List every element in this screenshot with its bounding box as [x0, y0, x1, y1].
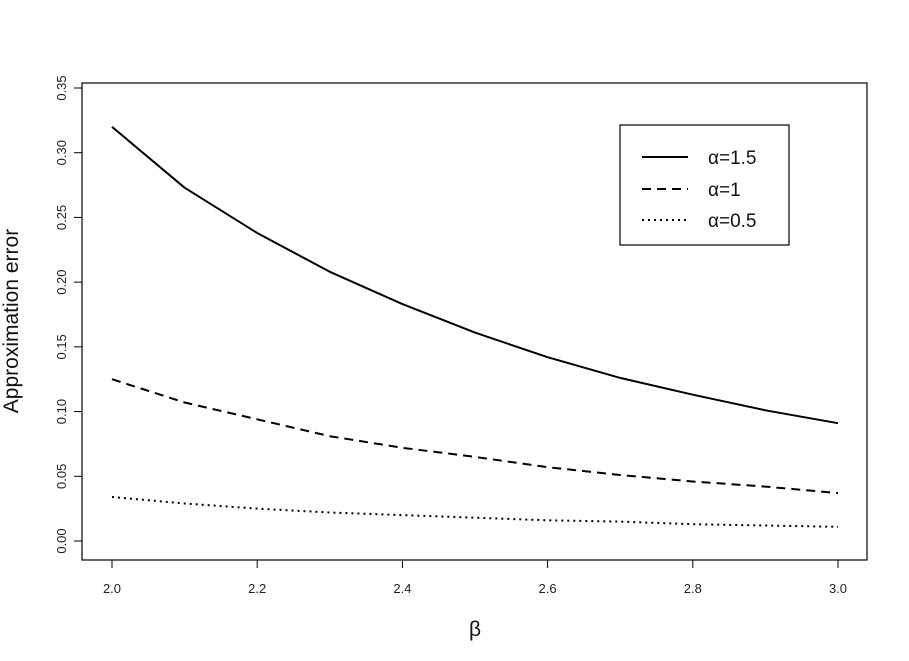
x-tick-label: 2.8 — [684, 581, 702, 596]
y-tick-label: 0.20 — [54, 269, 69, 294]
legend-box — [619, 124, 790, 246]
y-tick-label: 0.35 — [54, 75, 69, 100]
legend-label-alpha-1-5: α=1.5 — [708, 148, 757, 169]
y-axis: 0.00 0.05 0.10 0.15 0.20 0.25 0.30 0.35 — [54, 75, 83, 554]
y-axis-title: Approximation error — [0, 229, 23, 413]
y-tick-label: 0.05 — [54, 464, 69, 489]
y-tick-label: 0.15 — [54, 334, 69, 359]
x-tick-label: 3.0 — [829, 581, 847, 596]
legend-label-alpha-1: α=1 — [708, 180, 741, 201]
series-line-1 — [111, 378, 839, 495]
x-tick-label: 2.4 — [393, 581, 411, 596]
y-tick-label: 0.25 — [54, 205, 69, 230]
x-tick-label: 2.2 — [248, 581, 266, 596]
x-axis-title: β — [469, 618, 481, 641]
series-line-0 — [111, 126, 839, 425]
legend-label-alpha-0-5: α=0.5 — [708, 211, 757, 232]
x-axis: 2.0 2.2 2.4 2.6 2.8 3.0 — [103, 559, 847, 596]
legend: α=1.5 α=1 α=0.5 — [619, 124, 790, 246]
y-tick-label: 0.00 — [54, 528, 69, 553]
x-tick-label: 2.0 — [103, 581, 121, 596]
x-tick-label: 2.6 — [539, 581, 557, 596]
y-tick-label: 0.10 — [54, 399, 69, 424]
series-line-2 — [111, 496, 839, 528]
series-layer — [111, 126, 839, 528]
y-tick-label: 0.30 — [54, 140, 69, 165]
